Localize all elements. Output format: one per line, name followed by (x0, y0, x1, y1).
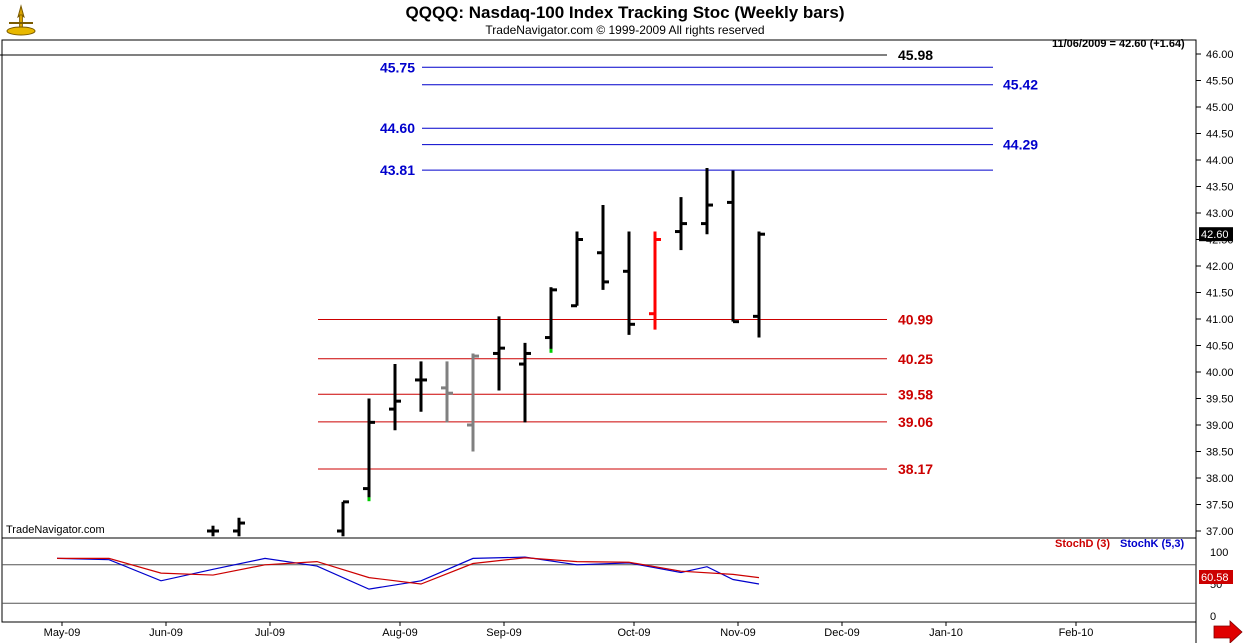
watermark-text: TradeNavigator.com (6, 524, 105, 536)
x-tick-label: Oct-09 (617, 627, 650, 639)
y-tick-label: 40.50 (1206, 341, 1234, 353)
legend-stochk: StochK (5,3) (1120, 538, 1185, 550)
level-label: 44.60 (380, 120, 415, 136)
level-label: 44.29 (1003, 137, 1038, 153)
chart-header: QQQQ: Nasdaq-100 Index Tracking Stoc (We… (0, 0, 1250, 40)
x-tick-label: Sep-09 (486, 627, 521, 639)
level-label: 39.58 (898, 386, 933, 402)
last-price-tag (1199, 227, 1233, 242)
y-tick-label: 41.00 (1206, 314, 1234, 326)
y-tick-label: 39.50 (1206, 394, 1234, 406)
y-tick-label: 37.50 (1206, 500, 1234, 512)
low-marker-dot (549, 348, 553, 353)
level-label: 40.25 (898, 351, 933, 367)
x-tick-label: Feb-10 (1059, 627, 1094, 639)
x-tick-label: Jun-09 (149, 627, 183, 639)
x-tick-label: Jan-10 (929, 627, 963, 639)
y-tick-label: 43.00 (1206, 208, 1234, 220)
y-tick-label: 40.00 (1206, 367, 1234, 379)
osc-last-value-label: 60.58 (1201, 572, 1229, 584)
stoch-series-line-k (56, 556, 760, 590)
y-tick-label: 45.00 (1206, 102, 1234, 114)
y-tick-label: 43.50 (1206, 182, 1234, 194)
osc-y-tick-label: 0 (1210, 611, 1216, 623)
x-tick-label: Dec-09 (824, 627, 859, 639)
y-tick-label: 45.50 (1206, 76, 1234, 88)
y-tick-label: 37.00 (1206, 526, 1234, 538)
x-tick-label: Aug-09 (382, 627, 417, 639)
level-label: 43.81 (380, 162, 415, 178)
level-label: 45.42 (1003, 77, 1038, 93)
last-price-label: 42.60 (1201, 229, 1229, 241)
level-label: 45.75 (380, 59, 415, 75)
y-tick-label: 44.50 (1206, 129, 1234, 141)
legend-stochd: StochD (3) (1055, 538, 1110, 550)
y-tick-label: 39.00 (1206, 420, 1234, 432)
chart-title: QQQQ: Nasdaq-100 Index Tracking Stoc (We… (405, 3, 845, 22)
trade-navigator-logo-icon (6, 4, 36, 36)
x-tick-label: Nov-09 (720, 627, 755, 639)
y-tick-label: 38.50 (1206, 447, 1234, 459)
level-label: 40.99 (898, 312, 933, 328)
x-tick-label: Jul-09 (255, 627, 285, 639)
y-tick-label: 42.00 (1206, 261, 1234, 273)
x-tick-label: May-09 (44, 627, 81, 639)
y-tick-label: 46.00 (1206, 49, 1234, 61)
y-tick-label: 41.50 (1206, 288, 1234, 300)
osc-last-value-tag (1199, 570, 1233, 584)
y-tick-label: 44.00 (1206, 155, 1234, 167)
stoch-series-line-d (57, 557, 760, 585)
level-label: 45.98 (898, 47, 933, 63)
level-label: 39.06 (898, 414, 933, 430)
osc-y-tick-label: 100 (1210, 547, 1228, 559)
oscillator-panel-frame (1, 537, 1197, 623)
scroll-right-arrow-icon[interactable] (1213, 620, 1243, 643)
price-panel-frame (1, 39, 1197, 539)
y-tick-label: 38.00 (1206, 473, 1234, 485)
copyright-text: TradeNavigator.com © 1999-2009 All right… (485, 23, 765, 37)
low-marker-dot (367, 497, 371, 502)
date-price-info: 11/06/2009 = 42.60 (+1.64) (1052, 38, 1185, 50)
level-label: 38.17 (898, 461, 933, 477)
